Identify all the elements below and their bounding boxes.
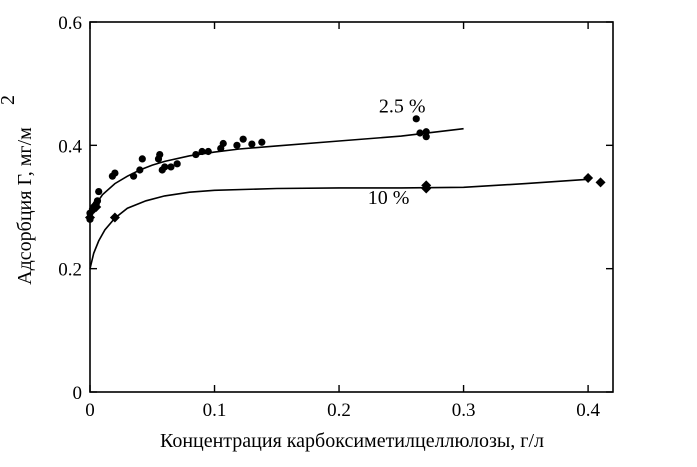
fit-curve (89, 178, 589, 269)
data-point-circle (95, 187, 103, 196)
data-point-circle (204, 147, 212, 156)
data-point-circle (167, 163, 175, 171)
x-tick-label: 0 (85, 400, 95, 421)
data-point-circle (198, 147, 206, 156)
data-point-circle (136, 166, 144, 174)
series-label: 2.5 % (379, 96, 426, 118)
y-tick-label: 0.4 (58, 136, 82, 157)
x-axis-label: Концентрация карбоксиметилцеллюлозы, г/л (160, 430, 544, 452)
data-point-circle (138, 155, 146, 163)
tick-labels: 0 0.1 0.2 0.3 0.4 0 0.2 0.4 0.6 (58, 13, 600, 421)
data-point-diamond (595, 177, 606, 188)
fit-curve (89, 127, 464, 220)
data-point-circle (161, 163, 169, 171)
x-tick-label: 0.4 (576, 400, 600, 421)
y-tick-label: 0.6 (58, 13, 82, 34)
data-point-circle (239, 135, 247, 143)
data-point-diamond (91, 202, 102, 212)
y-axis-label: Адсорбция Г, мг/м (14, 127, 36, 285)
data-point-diamond (583, 173, 594, 184)
data-point-circle (219, 139, 227, 148)
data-point-circle (233, 141, 241, 149)
fit-curves (89, 127, 589, 269)
data-point-diamond (421, 183, 432, 194)
data-point-circle (192, 150, 200, 159)
y-tick-label: 0.2 (58, 260, 82, 281)
y-axis-label-text: Адсорбция Г, мг/м (14, 127, 36, 285)
data-point-diamond (85, 212, 95, 223)
data-point-circle (416, 129, 424, 137)
data-point-circle (422, 128, 430, 136)
x-tick-label: 0.3 (452, 400, 476, 421)
data-point-circle (422, 133, 430, 141)
series-annotations: 2.5 % 10 % (368, 96, 426, 209)
data-point-circle (248, 140, 256, 148)
plot-frame (89, 21, 614, 393)
x-tick-label: 0.2 (327, 400, 351, 421)
data-point-circle (129, 172, 138, 180)
data-points (85, 115, 606, 223)
y-axis-label-superscript: 2 (0, 95, 19, 105)
axis-ticks (89, 21, 613, 393)
x-tick-label: 0.1 (203, 400, 227, 421)
data-point-circle (173, 160, 181, 168)
data-point-circle (412, 115, 420, 123)
series-label: 10 % (368, 187, 410, 209)
data-point-circle (156, 150, 164, 159)
data-point-circle (258, 138, 266, 146)
data-point-diamond (109, 212, 120, 223)
data-point-circle (111, 169, 119, 177)
y-tick-label: 0 (73, 383, 83, 404)
